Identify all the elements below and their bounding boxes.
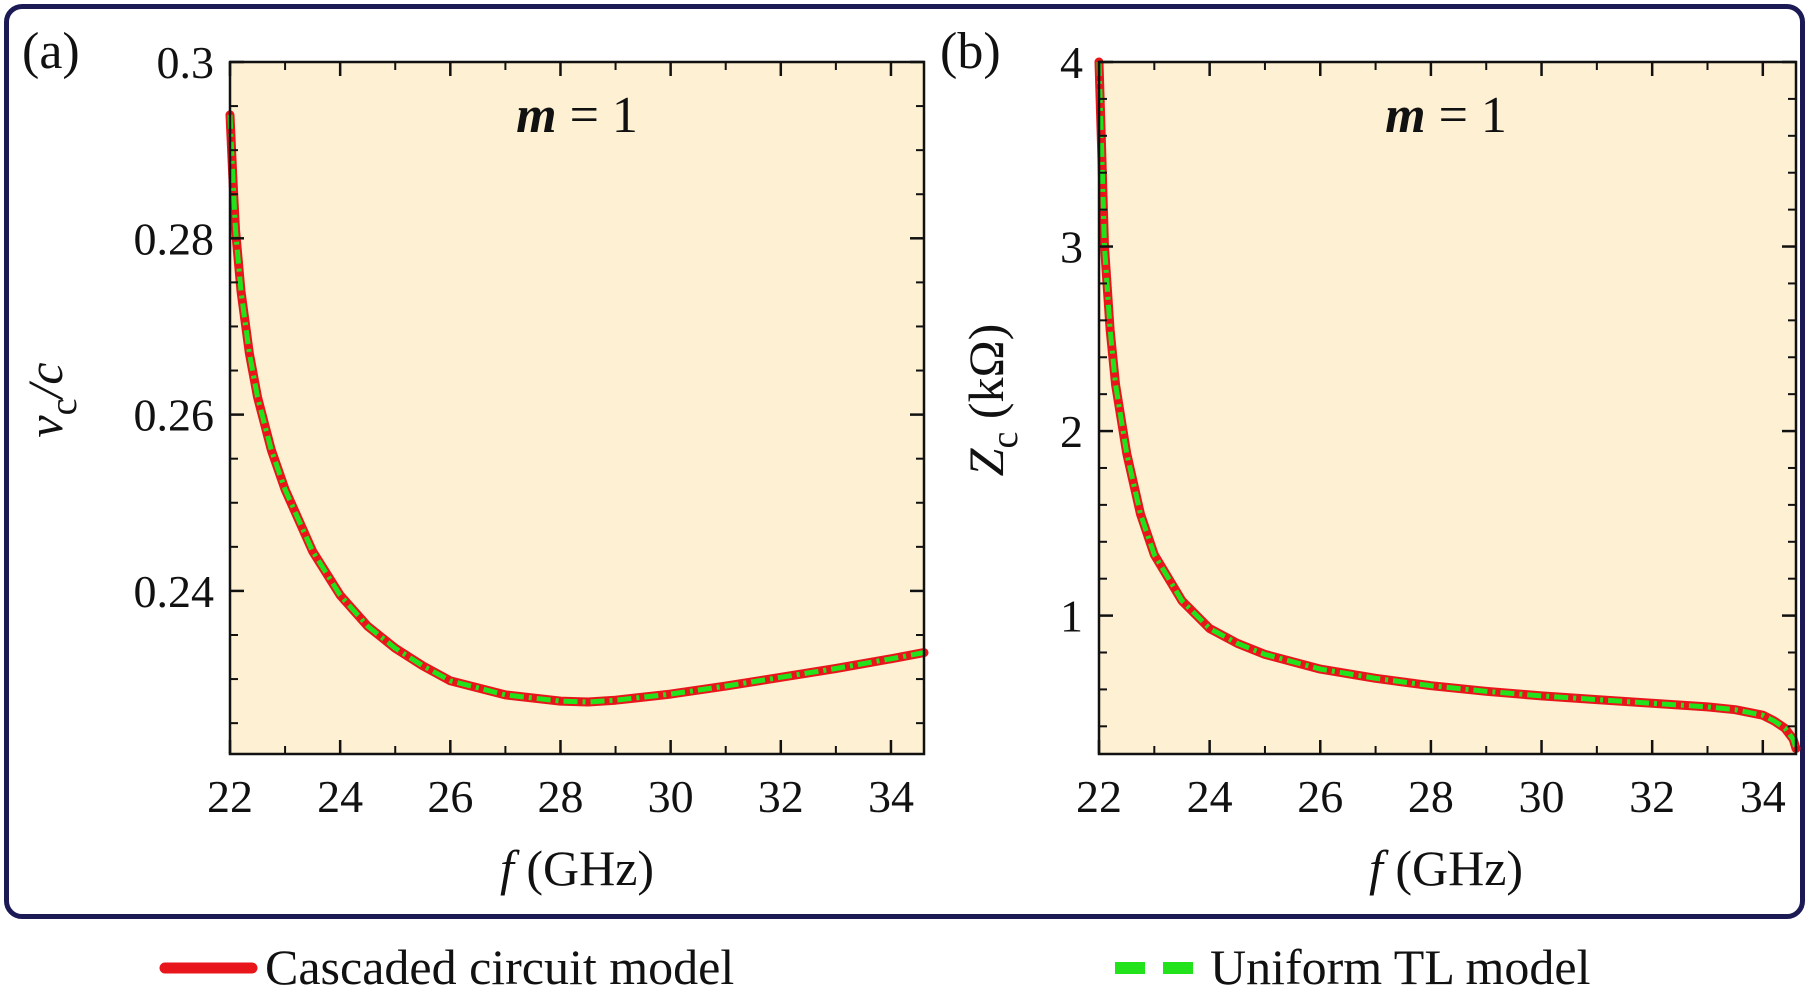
figure-frame — [4, 4, 1805, 919]
annotation-m: m = 1 — [516, 87, 638, 144]
plot-area — [230, 62, 924, 754]
y-tick-label: 0.3 — [157, 37, 215, 88]
x-tick-label: 22 — [207, 771, 253, 822]
x-tick-label: 24 — [317, 771, 363, 822]
x-tick-label: 22 — [1076, 771, 1122, 822]
x-tick-label: 24 — [1187, 771, 1233, 822]
series-line-uniform-tl — [227, 114, 925, 705]
axes-box — [1097, 60, 1798, 756]
legend-label: Cascaded circuit model — [265, 939, 734, 990]
panel-label: (a) — [22, 23, 80, 80]
y-tick-label: 2 — [1060, 406, 1083, 457]
x-tick-label: 26 — [427, 771, 473, 822]
legend-item-cascaded: Cascaded circuit model — [159, 939, 734, 990]
y-axis-label: Zc (kΩ) — [958, 324, 1026, 477]
x-axis-label: f (GHz) — [500, 840, 654, 896]
y-tick-label: 4 — [1060, 37, 1083, 88]
y-tick-label: 3 — [1060, 222, 1083, 273]
legend-label: Uniform TL model — [1210, 939, 1591, 990]
x-tick-label: 34 — [1740, 771, 1786, 822]
x-tick-label: 28 — [1408, 771, 1454, 822]
y-tick-label: 0.28 — [134, 213, 215, 264]
x-tick-label: 32 — [1629, 771, 1675, 822]
x-tick-label: 26 — [1297, 771, 1343, 822]
y-axis-label: vc/c — [17, 362, 85, 437]
x-tick-label: 28 — [537, 771, 583, 822]
legend-item-uniform-tl: Uniform TL model — [1115, 939, 1591, 990]
plot-area — [1099, 62, 1796, 754]
x-tick-label: 32 — [758, 771, 804, 822]
x-axis-label: f (GHz) — [1369, 840, 1523, 896]
chart-panel-a: 22 24 26 28 30 32 34 0.24 0.26 0.28 0.3 (a) m = 1 f (… — [17, 23, 929, 896]
x-tick-label: 30 — [1519, 771, 1565, 822]
series-line-uniform-tl — [1096, 61, 1799, 750]
y-tick-label: 0.26 — [134, 390, 215, 441]
x-tick-label: 30 — [648, 771, 694, 822]
y-tick-label: 1 — [1060, 591, 1083, 642]
panel-label: (b) — [940, 23, 1001, 80]
y-tick-label: 0.24 — [134, 566, 215, 617]
legend: Cascaded circuit model Uniform TL model — [159, 939, 1591, 990]
x-tick-label: 34 — [868, 771, 914, 822]
axes-box — [228, 60, 926, 756]
annotation-m: m = 1 — [1385, 87, 1507, 144]
